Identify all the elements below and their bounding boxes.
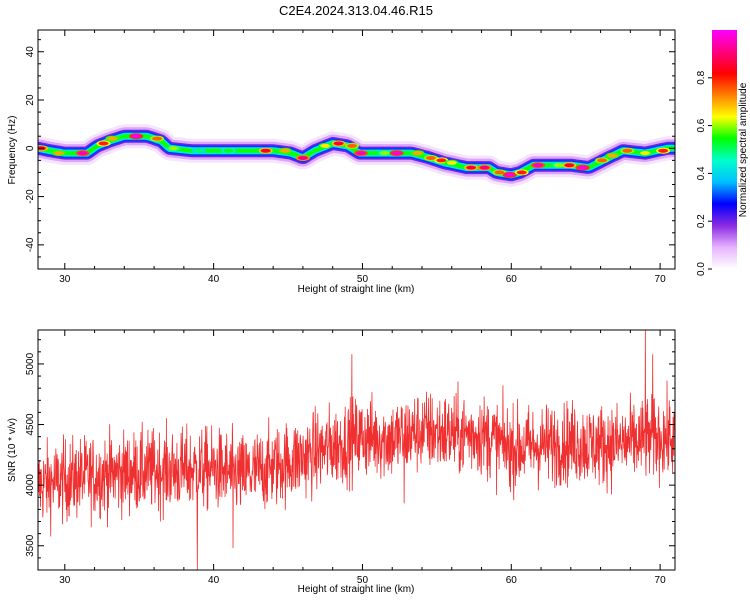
snr-xtick-label: 30 [59,575,71,586]
spectrogram-peak [622,148,633,153]
spectrogram-peak [425,155,436,160]
spectrogram-xtick-label: 70 [655,274,667,285]
spectrogram-xtick-label: 40 [208,274,220,285]
spectrogram-peak [466,165,477,170]
spectrogram-peak [223,148,234,153]
colorbar-label: Normalized spectral amplitude [738,82,749,217]
colorbar-ticks: 0.0 0.2 0.4 0.6 0.8 [696,70,712,276]
snr-series-line [38,330,675,570]
spectrogram-peak [533,163,544,168]
spectrogram-peak [320,143,331,148]
colorbar-tick-label: 0.8 [696,70,707,84]
snr-ytick-label: 4000 [25,474,36,497]
spectrogram-ticks: 30 40 50 60 70 40 20 0 -20 -40 [25,30,675,285]
spectrogram-ytick-label: -20 [25,189,36,204]
spectrogram-peak [193,148,204,153]
colorbar: 0.0 0.2 0.4 0.6 0.8 Normalized spectral ampl… [696,30,749,276]
spectrogram-peak [494,170,505,175]
spectrogram-peak [607,153,618,158]
spectrogram-peak [577,165,588,170]
spectrogram-peak [446,160,457,165]
spectrogram-peak [516,170,527,175]
snr-frame [37,329,676,571]
figure-title: C2E4.2024.313.04.46.R15 [279,3,433,18]
spectrogram-peak [260,148,271,153]
spectrogram-peak [98,141,109,146]
colorbar-bar [712,30,737,269]
snr-ytick-label: 4500 [25,413,36,436]
spectrogram-peak [504,172,515,177]
colorbar-tick-label: 0.6 [696,118,707,132]
snr-xtick-label: 50 [357,575,369,586]
spectrogram-peak [333,141,344,146]
snr-xlabel: Height of straight line (km) [298,584,415,595]
spectrogram-ytick-label: 0 [25,145,36,151]
spectrogram-peak [391,151,402,156]
spectrogram-peak [553,163,564,168]
spectrogram-ytick-label: -40 [25,237,36,252]
spectrogram-peak [107,136,118,141]
snr-xtick-label: 60 [506,575,518,586]
spectrogram-peak [168,146,179,151]
spectrogram-xtick-label: 60 [506,274,518,285]
spectrogram-peak [77,151,88,156]
snr-panel: 30 40 50 60 70 5000 4500 4000 3500 Height of str… [7,329,676,595]
snr-ticks: 30 40 50 60 70 5000 4500 4000 3500 [25,330,675,586]
spectrogram-peak [53,151,64,156]
spectrogram-xtick-label: 50 [357,274,369,285]
spectrogram-peak [297,155,308,160]
spectrogram-panel: 30 40 50 60 70 40 20 0 -20 -40 Height of straight… [7,29,676,295]
snr-ytick-label: 3500 [25,534,36,557]
snr-ytick-label: 5000 [25,352,36,375]
spectrogram-peak [379,151,390,156]
colorbar-tick-label: 0.4 [696,166,707,180]
spectrogram-ytick-label: 20 [25,94,36,106]
spectrogram-peak [597,158,608,163]
spectrogram-peak [152,136,163,141]
spectrogram-xtick-label: 30 [59,274,71,285]
spectrogram-peak [347,143,358,148]
spectrogram-peak [436,158,447,163]
spectrogram-peak [640,151,651,156]
spectrogram-ylabel: Frequency (Hz) [7,116,18,185]
spectrogram-peak [131,134,142,139]
colorbar-tick-label: 0.2 [696,214,707,228]
spectrogram-frame [37,29,676,270]
spectrogram-peak [412,151,423,156]
colorbar-tick-label: 0.0 [696,262,707,276]
spectrogram-heatmap [38,124,675,187]
snr-ylabel: SNR (10 * v/v) [7,418,18,482]
spectrogram-peak [564,163,575,168]
snr-xtick-label: 40 [208,575,220,586]
spectrogram-peak [658,148,669,153]
spectrogram-ytick-label: 40 [25,46,36,58]
snr-xtick-label: 70 [655,575,667,586]
spectrogram-peak [479,165,490,170]
spectrogram-xlabel: Height of straight line (km) [298,284,415,295]
spectrogram-peak [280,148,291,153]
spectrogram-peak [355,151,366,156]
